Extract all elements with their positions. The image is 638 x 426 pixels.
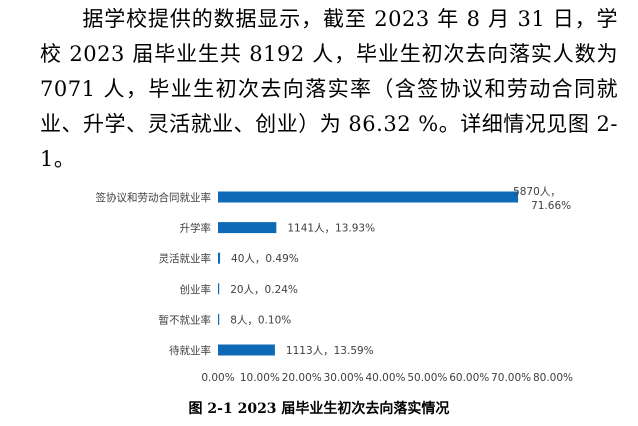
category-label: 签协议和劳动合同就业率 — [96, 191, 212, 204]
x-tick-label: 10.00% — [240, 372, 280, 384]
category-label: 暂不就业率 — [159, 313, 212, 326]
x-tick-label: 80.00% — [533, 372, 573, 384]
x-tick-label: 70.00% — [491, 372, 531, 384]
x-tick-label: 0.00% — [201, 372, 234, 384]
data-label: 5870人， 71.66% — [513, 186, 571, 212]
bar — [218, 283, 220, 295]
bar — [218, 313, 220, 325]
figure-caption: 图 2-1 2023 届毕业生初次去向落实情况 — [188, 401, 450, 417]
category-label: 灵活就业率 — [159, 252, 212, 265]
data-label: 40人，0.49% — [231, 253, 299, 265]
x-tick-label: 40.00% — [365, 372, 405, 384]
bar — [218, 191, 519, 203]
x-tick-label: 30.00% — [324, 372, 364, 384]
paragraph-text: 据学校提供的数据显示，截至 2023 年 8 月 31 日，学校 2023 届毕… — [40, 7, 618, 171]
bars — [218, 191, 519, 356]
data-label: 1113人，13.59% — [286, 345, 374, 357]
x-tick-label: 50.00% — [407, 372, 447, 384]
data-label: 8人，0.10% — [230, 314, 291, 326]
data-label: 20人，0.24% — [230, 284, 298, 296]
data-labels: 5870人， 71.66% 1141人，13.93% 40人，0.49% 20人，0.2… — [230, 186, 571, 357]
category-label: 升学率 — [180, 222, 212, 235]
data-label: 1141人，13.93% — [287, 223, 375, 235]
bar — [218, 344, 275, 356]
x-tick-label: 20.00% — [282, 372, 322, 384]
x-axis-ticks: 0.00% 10.00% 20.00% 30.00% 40.00% 50.00% 60.00… — [201, 372, 573, 384]
category-label: 创业率 — [180, 283, 212, 296]
bar — [218, 222, 277, 234]
body-paragraph: 据学校提供的数据显示，截至 2023 年 8 月 31 日，学校 2023 届毕… — [40, 2, 618, 177]
bar — [218, 252, 221, 264]
category-label: 待就业率 — [169, 344, 211, 357]
x-tick-label: 60.00% — [449, 372, 489, 384]
